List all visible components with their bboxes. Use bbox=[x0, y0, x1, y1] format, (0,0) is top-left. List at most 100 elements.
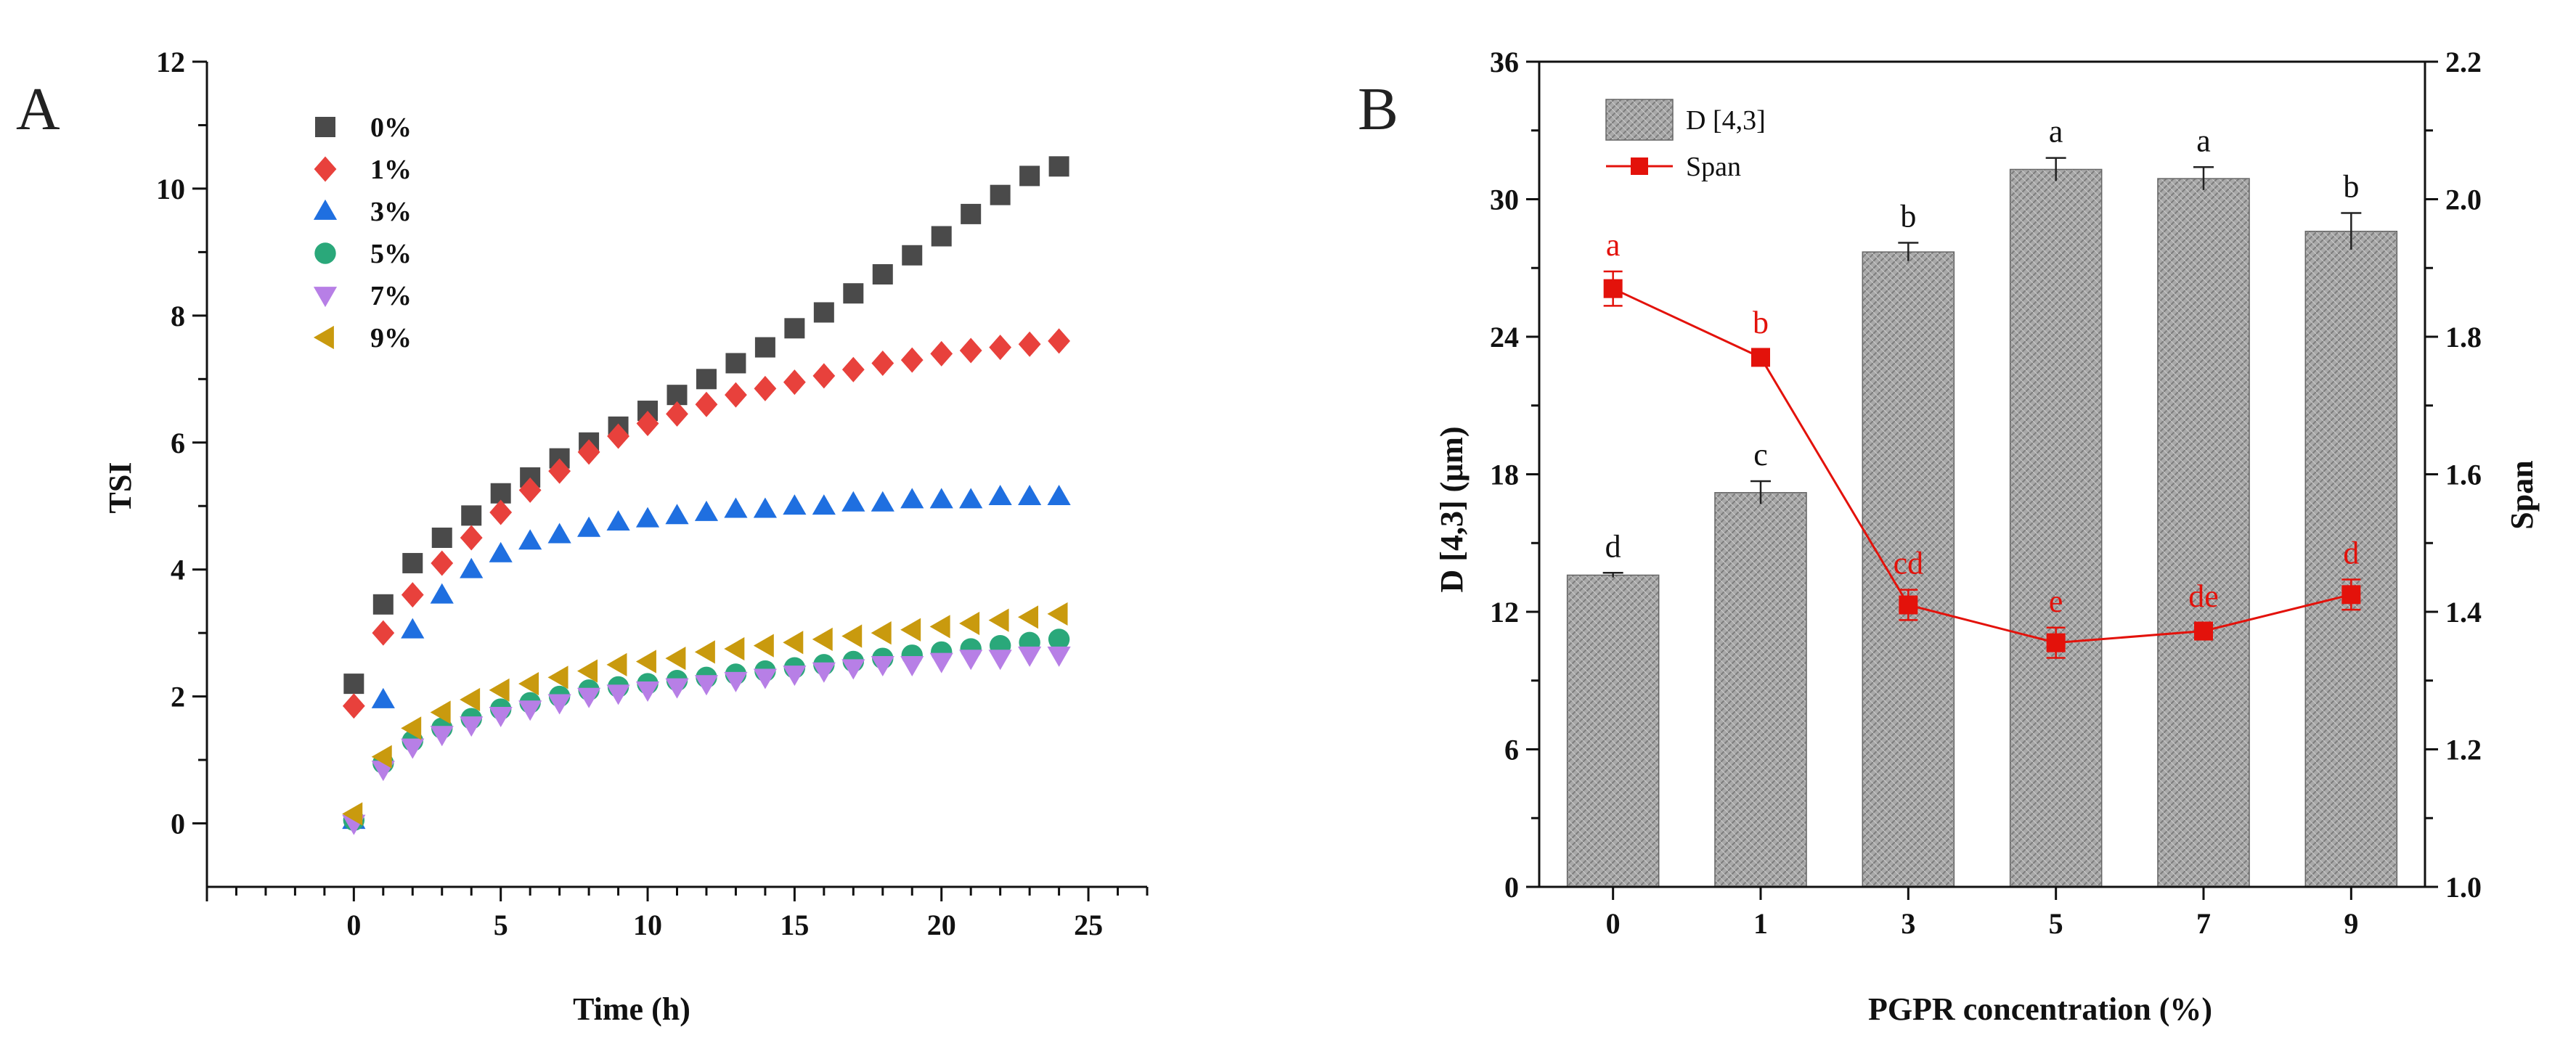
panel-a-y-tick-label: 4 bbox=[171, 554, 185, 586]
panel-a-point bbox=[724, 497, 748, 518]
panel-b-bar bbox=[2009, 168, 2103, 888]
panel-a-legend-marker bbox=[313, 325, 334, 350]
panel-a-legend-label: 0% bbox=[370, 112, 412, 143]
panel-a-point bbox=[371, 745, 392, 769]
panel-a-point bbox=[1048, 156, 1069, 177]
panel-a-point bbox=[871, 491, 894, 512]
panel-a-point bbox=[900, 618, 921, 642]
panel-b-y-tick-label: 30 bbox=[1490, 184, 1519, 216]
panel-a-point bbox=[343, 673, 364, 695]
panel-a-point bbox=[1047, 485, 1071, 506]
panel-a-point bbox=[812, 363, 836, 389]
panel-a-point bbox=[990, 184, 1011, 205]
panel-a-point bbox=[635, 681, 660, 702]
panel-a-point bbox=[461, 505, 482, 526]
panel-a-series-1pct bbox=[342, 328, 1070, 719]
panel-a-point bbox=[1019, 165, 1040, 187]
panel-a-point bbox=[959, 488, 983, 509]
panel-a-series-0pct bbox=[343, 156, 1069, 695]
panel-a-point bbox=[1047, 602, 1068, 626]
panel-a-point bbox=[431, 550, 454, 576]
panel-a-point bbox=[1048, 328, 1070, 354]
panel-b-span-significance: d bbox=[2343, 535, 2359, 570]
panel-b-span-significance: cd bbox=[1894, 546, 1924, 581]
panel-a-point bbox=[402, 552, 423, 573]
panel-a-point bbox=[342, 802, 363, 826]
panel-b-letter: B bbox=[1358, 75, 1398, 143]
panel-a-x-tick-label: 25 bbox=[1074, 909, 1103, 941]
panel-a-point bbox=[841, 491, 865, 512]
panel-b-bar bbox=[1566, 574, 1660, 888]
panel-a-y-tick-label: 6 bbox=[171, 427, 185, 459]
panel-a-point bbox=[725, 382, 747, 408]
panel-b-bar-significance: d bbox=[1605, 528, 1621, 564]
panel-a-x-axis-label: Time (h) bbox=[573, 991, 690, 1027]
panel-a-point bbox=[841, 659, 865, 680]
panel-a-point bbox=[431, 527, 452, 548]
panel-b-span-point bbox=[2194, 621, 2213, 641]
panel-a-point bbox=[607, 423, 629, 449]
panel-a-point bbox=[518, 477, 542, 503]
panel-a-point bbox=[576, 687, 601, 708]
panel-a-point bbox=[372, 620, 395, 646]
panel-a-point bbox=[518, 700, 542, 721]
panel-a-series-7pct bbox=[342, 646, 1071, 835]
panel-b-y2-tick-label: 1.2 bbox=[2445, 734, 2482, 766]
panel-a-point bbox=[959, 611, 980, 636]
panel-a-point bbox=[784, 318, 805, 339]
panel-b-y-tick-label: 18 bbox=[1490, 459, 1519, 491]
panel-a-point bbox=[871, 621, 892, 645]
panel-a-point bbox=[783, 631, 804, 655]
panel-b-span-significance: a bbox=[1606, 227, 1621, 263]
panel-a-point bbox=[989, 335, 1012, 361]
panel-a-point bbox=[547, 523, 571, 544]
panel-a-point bbox=[812, 627, 833, 651]
panel-b-y2-axis-label: Span bbox=[2504, 460, 2540, 529]
panel-b-legend-bar-swatch bbox=[1605, 99, 1674, 141]
panel-b-legend-label: Span bbox=[1686, 152, 1741, 182]
panel-b-y2-tick-label: 1.8 bbox=[2445, 321, 2482, 353]
panel-b-bar-significance: b bbox=[1900, 199, 1916, 234]
panel-a-point bbox=[460, 687, 481, 712]
panel-b-span-significance: b bbox=[1753, 305, 1769, 340]
panel-a-point bbox=[988, 485, 1012, 506]
panel-a-point bbox=[460, 525, 483, 551]
panel-a-x-tick-label: 15 bbox=[780, 909, 809, 941]
panel-b-span-significance: e bbox=[2049, 584, 2063, 619]
panel-a-point bbox=[635, 650, 656, 673]
panel-a-point bbox=[577, 439, 600, 465]
panel-b-frame bbox=[1538, 60, 2426, 888]
panel-a-point bbox=[900, 655, 924, 676]
panel-b-x-tick-label: 7 bbox=[2196, 907, 2211, 940]
panel-b-x-tick-label: 0 bbox=[1606, 907, 1621, 940]
panel-a-point bbox=[430, 700, 451, 724]
panel-b-bar-significance: a bbox=[2049, 114, 2063, 150]
panel-a-point bbox=[489, 499, 513, 525]
panel-a-point bbox=[430, 726, 454, 747]
panel-b-bars bbox=[1566, 157, 2398, 888]
panel-a-point bbox=[401, 738, 425, 759]
panel-a-x-tick-label: 5 bbox=[494, 909, 508, 941]
panel-b-significance-labels: d c b a a b a b cd e de d bbox=[1605, 114, 2360, 619]
panel-a-point bbox=[694, 640, 715, 664]
panel-b-span-line bbox=[1603, 270, 2361, 659]
panel-a-point bbox=[902, 245, 923, 266]
panel-a-legend-label: 3% bbox=[370, 197, 412, 227]
panel-a-point bbox=[489, 541, 513, 562]
panel-b-y-tick-label: 24 bbox=[1490, 321, 1519, 353]
panel-a-y-tick-label: 12 bbox=[156, 46, 185, 78]
panel-a-point bbox=[371, 687, 395, 708]
panel-a-point bbox=[696, 369, 717, 390]
panel-a-point bbox=[372, 594, 394, 615]
panel-a-point bbox=[812, 662, 836, 683]
panel-a-legend: 0% 1% 3% 5% 7% 9% bbox=[313, 112, 412, 353]
panel-a-point bbox=[988, 650, 1012, 671]
panel-a-point bbox=[871, 350, 894, 376]
panel-a-point bbox=[401, 716, 422, 740]
panel-b-bar bbox=[1714, 492, 1807, 888]
panel-a-point bbox=[753, 497, 778, 518]
panel-b-x-tick-label: 1 bbox=[1753, 907, 1768, 940]
panel-b-x-tick-label: 5 bbox=[2049, 907, 2063, 940]
panel-a-point bbox=[606, 509, 630, 531]
